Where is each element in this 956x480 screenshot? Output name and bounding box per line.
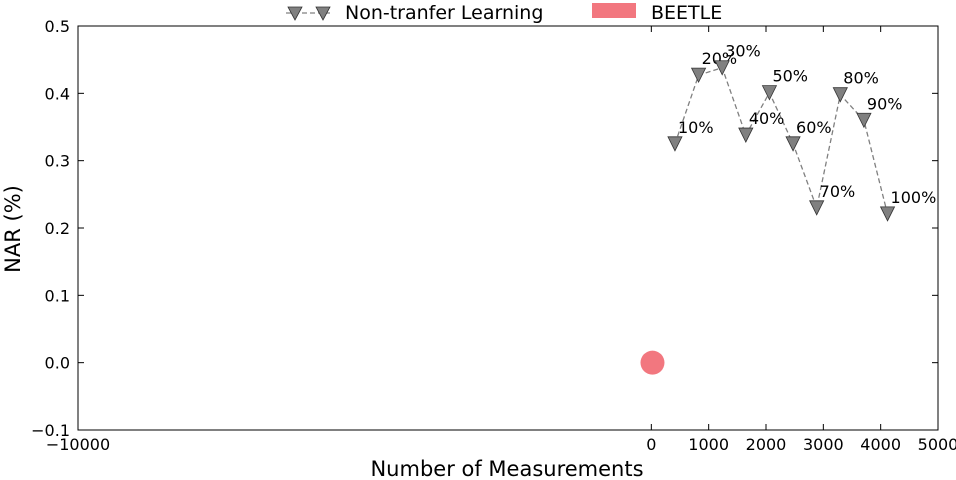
- data-point-nontransfer: [809, 200, 825, 216]
- y-tick-label: 0.3: [45, 152, 70, 171]
- data-point-nontransfer: [714, 60, 730, 76]
- data-label: 80%: [843, 69, 879, 88]
- data-label: 40%: [749, 109, 785, 128]
- x-tick-label: 0: [646, 435, 656, 454]
- series-line-nontransfer: [674, 66, 889, 215]
- legend-marker-nontransfer: [315, 6, 331, 21]
- x-tick-label: −10000: [46, 435, 110, 454]
- legend-marker-beetle: [592, 3, 636, 18]
- y-tick-label: 0.1: [45, 286, 70, 305]
- data-point-nontransfer: [832, 87, 848, 103]
- y-axis-label: NAR (%): [1, 185, 25, 273]
- data-point-nontransfer: [667, 136, 683, 152]
- legend-label-beetle: BEETLE: [651, 2, 722, 24]
- y-tick-label: 0.0: [45, 354, 70, 373]
- x-tick-label: 5000: [918, 435, 956, 454]
- data-point-nontransfer: [761, 85, 778, 101]
- y-tick-label: 0.2: [45, 219, 70, 238]
- axes: −10000 0 1000 2000 3000 4000 5000 −0.1 0.0 0.1 0.2…: [31, 17, 956, 454]
- legend-label-nontransfer: Non-tranfer Learning: [345, 2, 543, 24]
- legend-marker-nontransfer: [287, 6, 303, 21]
- data-point-nontransfer: [738, 127, 754, 143]
- x-tick-label: 1000: [688, 435, 729, 454]
- data-label: 50%: [772, 67, 808, 86]
- x-tick-label: 4000: [860, 435, 901, 454]
- y-tick-label: 0.5: [45, 17, 70, 36]
- legend: Non-tranfer Learning BEETLE: [286, 2, 722, 24]
- data-layer: 10%20%30%40%50%60%70%80%90%100%: [640, 42, 936, 375]
- data-label: 60%: [796, 118, 832, 137]
- data-label: 70%: [820, 182, 856, 201]
- y-tick-label: −0.1: [31, 421, 70, 440]
- x-axis-label: Number of Measurements: [370, 457, 643, 480]
- data-point-nontransfer: [879, 206, 896, 222]
- plot-frame: [77, 25, 939, 431]
- data-point-beetle: [640, 350, 665, 375]
- data-label: 10%: [678, 118, 714, 137]
- x-tick-label: 2000: [746, 435, 787, 454]
- y-tick-label: 0.4: [45, 84, 70, 103]
- data-label: 30%: [725, 42, 761, 61]
- data-point-nontransfer: [690, 67, 707, 84]
- data-label: 100%: [891, 188, 937, 207]
- x-tick-label: 3000: [803, 435, 844, 454]
- data-point-nontransfer: [856, 112, 872, 129]
- data-label: 90%: [867, 94, 903, 113]
- plot-area: [77, 25, 939, 431]
- data-point-nontransfer: [785, 136, 801, 152]
